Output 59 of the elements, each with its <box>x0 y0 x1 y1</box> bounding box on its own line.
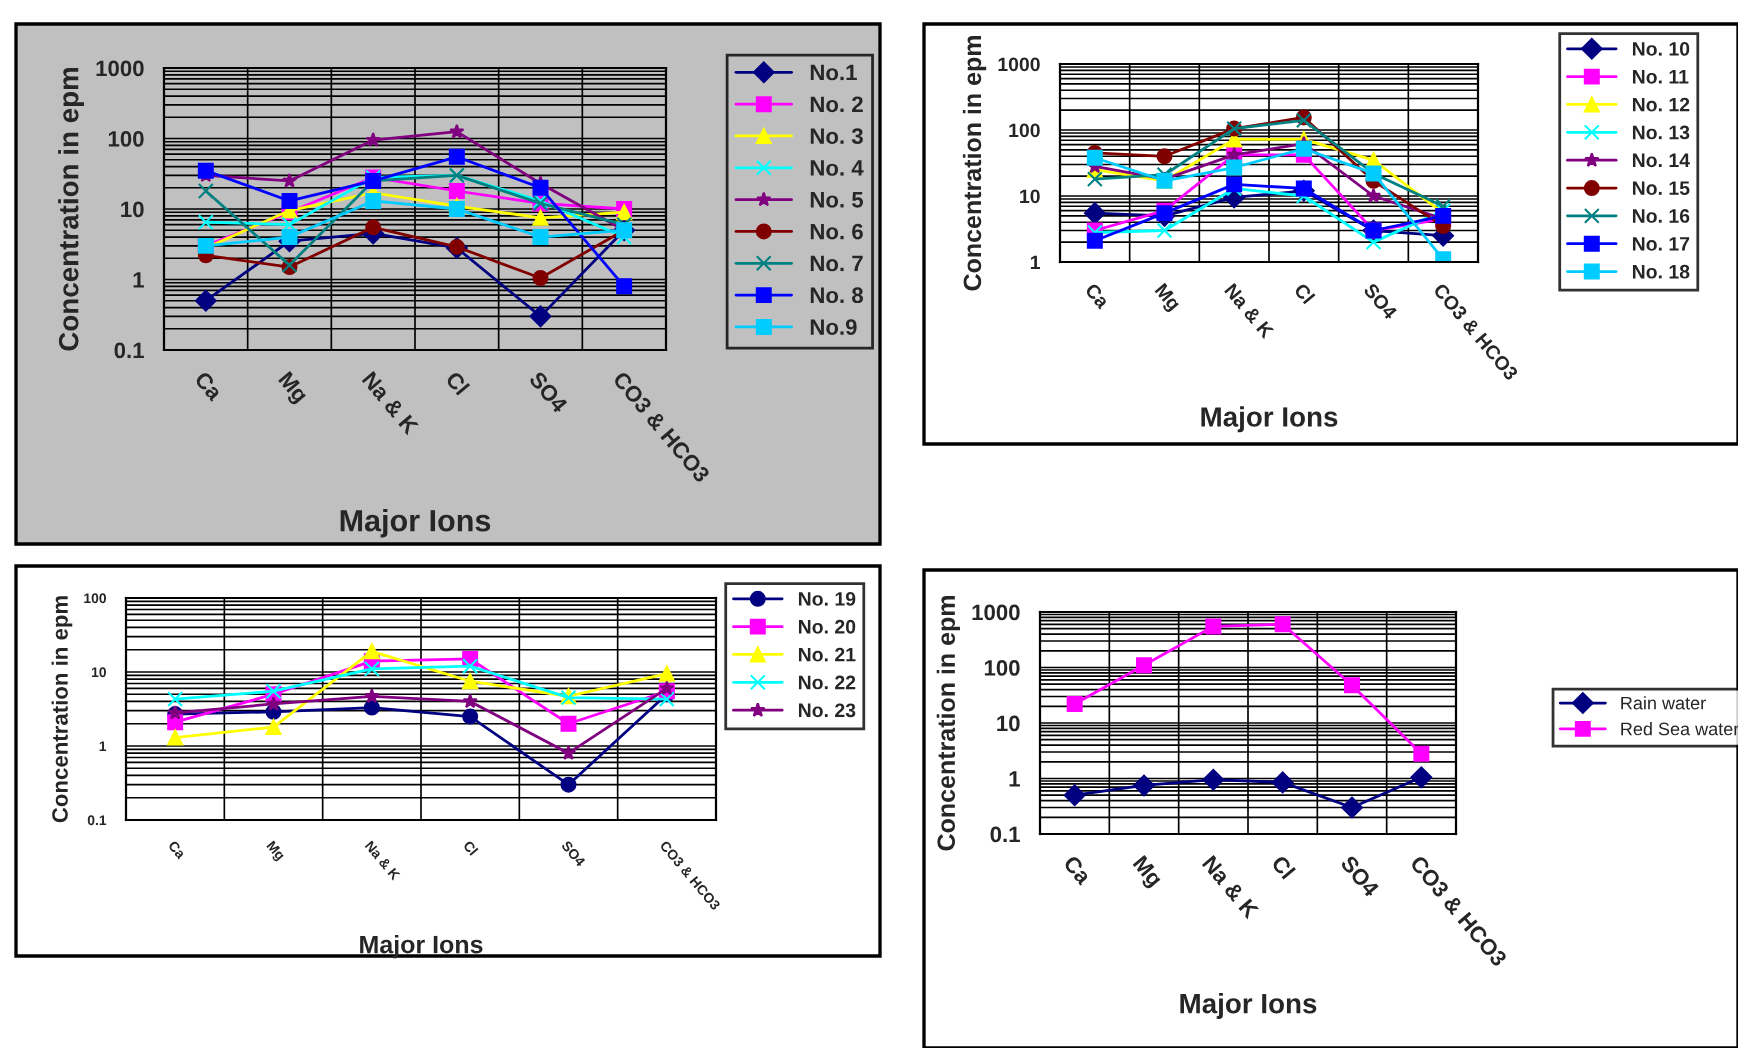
x-tick-label: Na & K <box>361 371 420 436</box>
legend-label: No. 20 <box>798 619 856 634</box>
legend-label: No. 12 <box>1632 97 1690 112</box>
y-tick-label: 1000 <box>96 60 144 77</box>
x-tick-label: Na & K <box>1201 855 1260 920</box>
y-tick-label: 1 <box>133 272 144 288</box>
y-tick-label: 100 <box>984 660 1020 676</box>
legend-label: No. 23 <box>798 703 856 718</box>
x-axis-title: Major Ions <box>360 935 483 959</box>
x-tick-label: Mg <box>1151 282 1182 314</box>
y-tick-label: 1000 <box>972 604 1020 621</box>
y-tick-label: 100 <box>1009 123 1040 138</box>
y-tick-label: 1 <box>1009 771 1020 787</box>
y-tick-label: 0.1 <box>114 342 144 359</box>
x-tick-label: Ca <box>1062 854 1093 886</box>
y-axis-title: Concentration in epm <box>58 67 85 351</box>
legend-label: No. 5 <box>810 192 864 208</box>
legend-label: No. 15 <box>1632 181 1690 196</box>
legend-label: No.9 <box>810 319 857 335</box>
legend-label: No. 10 <box>1632 42 1690 56</box>
y-tick-label: 10 <box>121 201 144 218</box>
legend-label: No. 19 <box>798 592 856 606</box>
legend-label: No. 3 <box>810 128 863 145</box>
legend-label: No. 21 <box>798 647 856 662</box>
x-tick-label: Cl <box>444 370 471 396</box>
legend-label: No. 4 <box>810 160 864 176</box>
x-tick-label: Cl <box>1270 854 1296 880</box>
x-tick-label: Mg <box>274 371 309 407</box>
legend-label: No. 14 <box>1632 153 1690 168</box>
x-axis-title: Major Ions <box>1201 406 1338 433</box>
x-tick-label: Cl <box>1293 282 1316 305</box>
y-tick-label: 10 <box>997 715 1020 732</box>
legend-label: Rain water <box>1621 696 1706 710</box>
x-axis-title: Major Ions <box>340 509 491 538</box>
legend-label: No. 11 <box>1632 70 1689 84</box>
legend-label: Red Sea water <box>1621 722 1738 736</box>
legend-label: No.1 <box>810 64 857 81</box>
x-axis-title: Major Ions <box>1180 993 1317 1019</box>
legend-label: No. 6 <box>810 223 863 240</box>
x-tick-label: Ca <box>1084 282 1111 310</box>
y-tick-label: 100 <box>108 131 144 147</box>
y-tick-label: 1 <box>1030 255 1041 270</box>
legend-label: No. 7 <box>810 255 863 272</box>
legend-label: No. 8 <box>810 287 863 304</box>
legend-label: No. 22 <box>798 675 856 690</box>
y-tick-label: 0.1 <box>990 826 1020 843</box>
y-axis-title: Concentration in epm <box>962 36 987 291</box>
legend-label: No. 16 <box>1632 209 1690 223</box>
x-tick-label: Na & K <box>1224 282 1275 340</box>
y-axis-title: Concentration in epm <box>936 596 961 851</box>
y-tick-label: 1000 <box>998 57 1040 72</box>
x-tick-label: Ca <box>193 370 224 402</box>
y-tick-label: 10 <box>1020 189 1040 204</box>
legend-label: No. 17 <box>1632 237 1690 251</box>
legend-label: No. 18 <box>1632 264 1690 279</box>
y-axis-title: Concentration in epm <box>51 596 73 823</box>
legend-label: No. 2 <box>810 96 863 113</box>
x-tick-label: Mg <box>1129 855 1164 891</box>
legend-label: No. 13 <box>1632 125 1690 140</box>
